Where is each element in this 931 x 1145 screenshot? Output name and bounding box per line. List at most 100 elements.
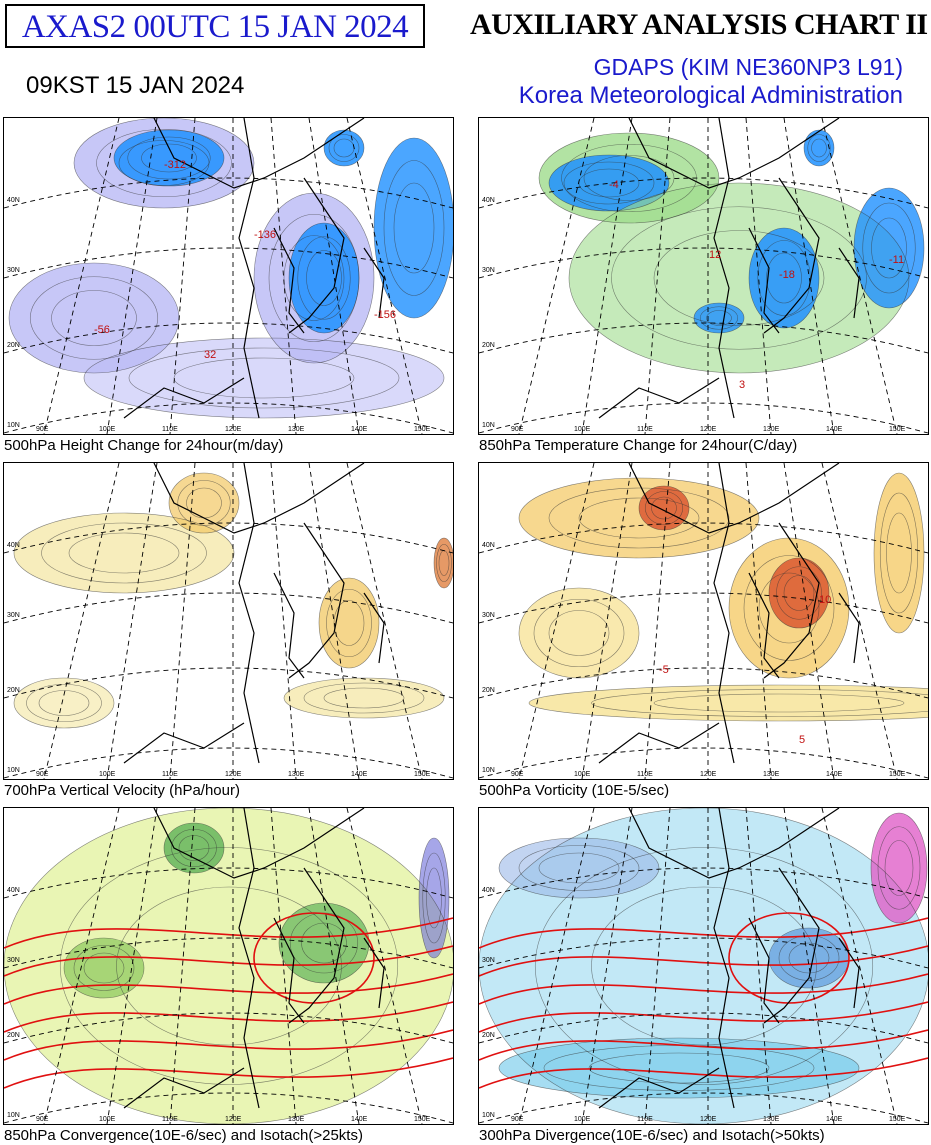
contour-line: [811, 138, 827, 158]
longitude-label: 130E: [288, 426, 305, 433]
contour-line: [548, 610, 610, 656]
longitude-label: 120E: [225, 1116, 242, 1123]
latitude-label: 40N: [7, 197, 20, 204]
latitude-line: [4, 667, 453, 699]
caption-convergence: 850hPa Convergence(10E-6/sec) and Isotac…: [4, 1127, 363, 1144]
shaded-area-6: [874, 473, 924, 633]
longitude-label: 150E: [414, 771, 431, 778]
longitude-line: [644, 118, 671, 434]
contour-value-label: 12: [709, 249, 721, 261]
longitude-label: 140E: [351, 771, 368, 778]
latitude-label: 10N: [482, 767, 495, 774]
contour-line: [568, 182, 910, 374]
longitude-label: 90E: [511, 426, 524, 433]
chart-title: AUXILIARY ANALYSIS CHART II: [470, 8, 928, 41]
contour-line: [877, 826, 921, 910]
longitude-line: [518, 118, 595, 434]
coastline: [238, 463, 260, 764]
longitude-line: [106, 463, 158, 779]
chart-code-box: AXAS2 00UTC 15 JAN 2024: [5, 4, 425, 48]
isotach-line: [4, 1057, 453, 1089]
coastline: [363, 247, 385, 319]
coastline: [123, 377, 245, 419]
map-panel-divergence: 40N 30N 20N 10N 90E 100E 110E 120E 130E 140E 150E: [478, 807, 929, 1125]
longitude-label: 90E: [36, 1116, 49, 1123]
caption-height-change: 500hPa Height Change for 24hour(m/day): [4, 437, 284, 454]
contour-line: [591, 886, 817, 1046]
longitude-label: 120E: [225, 771, 242, 778]
shaded-area-0: [4, 808, 453, 1124]
contour-line: [538, 852, 620, 884]
contour-line: [578, 497, 700, 539]
longitude-label: 120E: [700, 426, 717, 433]
shaded-area-5: [529, 685, 928, 721]
longitude-label: 110E: [162, 771, 178, 778]
coastline: [838, 937, 860, 1009]
contour-line: [651, 496, 677, 520]
isotach-line: [4, 917, 453, 949]
latitude-label: 10N: [7, 422, 20, 429]
coastline: [838, 592, 860, 664]
coastline: [123, 1067, 245, 1109]
coastline: [628, 118, 840, 189]
longitude-label: 110E: [162, 1116, 178, 1123]
longitude-line: [745, 463, 772, 779]
longitude-label: 130E: [763, 426, 780, 433]
latitude-line: [479, 867, 928, 899]
coastline: [713, 118, 735, 419]
contour-line: [498, 1037, 860, 1099]
shaded-area-4: [14, 678, 114, 728]
latitude-line: [4, 247, 453, 279]
contour-line: [171, 828, 217, 868]
latitude-label: 10N: [7, 1112, 20, 1119]
latitude-label: 20N: [7, 1032, 20, 1039]
shaded-area-3: [749, 228, 819, 328]
longitude-line: [270, 808, 297, 1124]
latitude-label: 20N: [7, 687, 20, 694]
longitude-label: 120E: [225, 426, 242, 433]
contour-line: [807, 134, 831, 162]
contour-line: [611, 206, 867, 350]
shaded-area-3: [64, 938, 144, 998]
latitude-line: [479, 322, 928, 354]
contour-line: [26, 683, 102, 723]
longitude-line: [821, 808, 898, 1124]
contour-value-label: -156: [374, 309, 396, 321]
latitude-line: [479, 522, 928, 554]
longitude-line: [518, 808, 595, 1124]
latitude-line: [4, 867, 453, 899]
contour-line: [588, 1052, 770, 1084]
coastline: [628, 463, 840, 534]
longitude-line: [43, 463, 120, 779]
longitude-label: 100E: [574, 1116, 591, 1123]
isotach-line: [4, 973, 453, 1005]
contour-line: [591, 689, 928, 717]
latitude-label: 10N: [7, 767, 20, 774]
coastline: [598, 1067, 720, 1109]
coastline: [363, 592, 385, 664]
longitude-label: 90E: [511, 1116, 524, 1123]
longitude-line: [169, 808, 196, 1124]
isotach-line: [479, 1029, 928, 1061]
isotach-line: [479, 1001, 928, 1033]
contour-line: [644, 491, 684, 525]
contour-line: [757, 240, 811, 316]
shaded-area-7: [324, 130, 364, 166]
longitude-label: 150E: [889, 1116, 906, 1123]
coastline: [763, 177, 820, 334]
longitude-label: 140E: [826, 1116, 843, 1123]
latitude-label: 30N: [7, 612, 20, 619]
coastline: [748, 917, 780, 1024]
contour-line: [422, 852, 446, 944]
contour-line: [518, 477, 760, 559]
contour-value-label: -56: [94, 324, 110, 336]
longitude-label: 150E: [414, 1116, 431, 1123]
caption-divergence: 300hPa Divergence(10E-6/sec) and Isotach…: [479, 1127, 825, 1144]
coastline: [713, 808, 735, 1109]
coastline: [238, 118, 260, 419]
valid-time: 09KST 15 JAN 2024: [26, 72, 245, 99]
longitude-label: 130E: [288, 1116, 305, 1123]
shaded-area-4: [419, 838, 449, 958]
longitude-label: 130E: [763, 771, 780, 778]
shaded-area-1: [549, 155, 669, 211]
